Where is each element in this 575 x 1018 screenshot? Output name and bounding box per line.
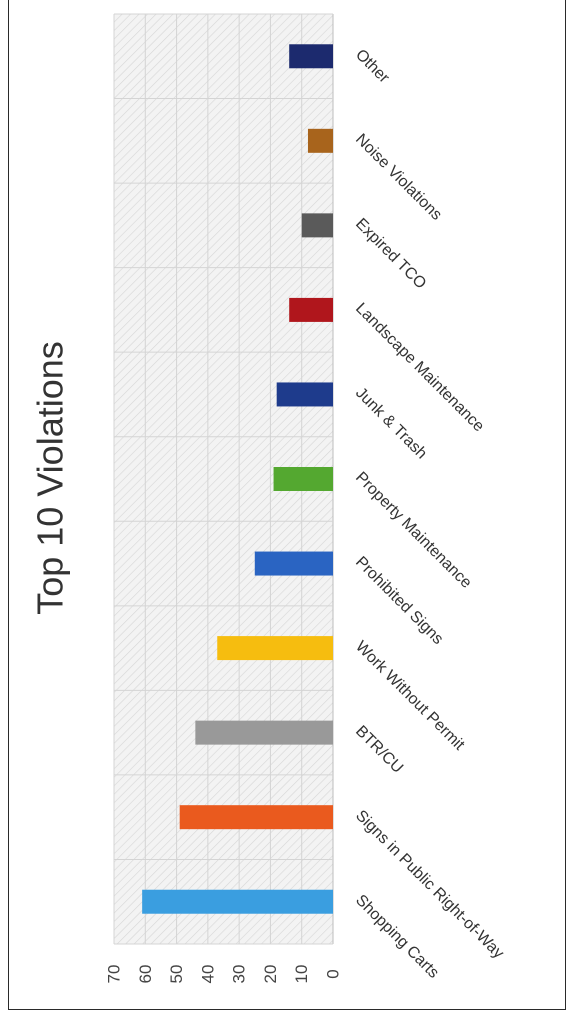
y-tick-label: 10 — [292, 965, 311, 984]
bar — [276, 382, 333, 407]
bar — [142, 889, 333, 914]
category-label: BTR/CU — [352, 723, 406, 777]
bar — [289, 44, 333, 69]
category-label: Expired TCO — [352, 215, 429, 292]
bar — [307, 128, 333, 153]
category-label: Other — [352, 46, 393, 87]
y-tick-label: 60 — [136, 965, 155, 984]
y-axis-tick-labels: 0 10 20 30 40 50 60 70 — [105, 965, 343, 984]
bar — [273, 467, 333, 491]
y-tick-label: 40 — [198, 965, 217, 984]
category-label: Noise Violations — [352, 131, 445, 224]
bar — [254, 551, 333, 576]
category-label: Shopping Carts — [352, 892, 442, 982]
category-label: Junk & Trash — [352, 384, 430, 462]
y-tick-label: 70 — [105, 965, 124, 984]
y-tick-label: 30 — [230, 965, 249, 984]
y-tick-label: 0 — [324, 969, 343, 978]
y-tick-label: 20 — [261, 965, 280, 984]
category-label: Signs in Public Right-of-Way — [352, 807, 507, 962]
y-tick-label: 50 — [167, 965, 186, 984]
bar — [179, 805, 333, 830]
chart-title: Top 10 Violations — [30, 341, 71, 615]
bar — [195, 720, 333, 745]
bar — [301, 213, 333, 238]
bar — [289, 297, 333, 322]
bar — [217, 636, 333, 661]
page-frame — [8, 0, 566, 1010]
category-label: Prohibited Signs — [352, 554, 446, 648]
bars — [142, 44, 333, 914]
